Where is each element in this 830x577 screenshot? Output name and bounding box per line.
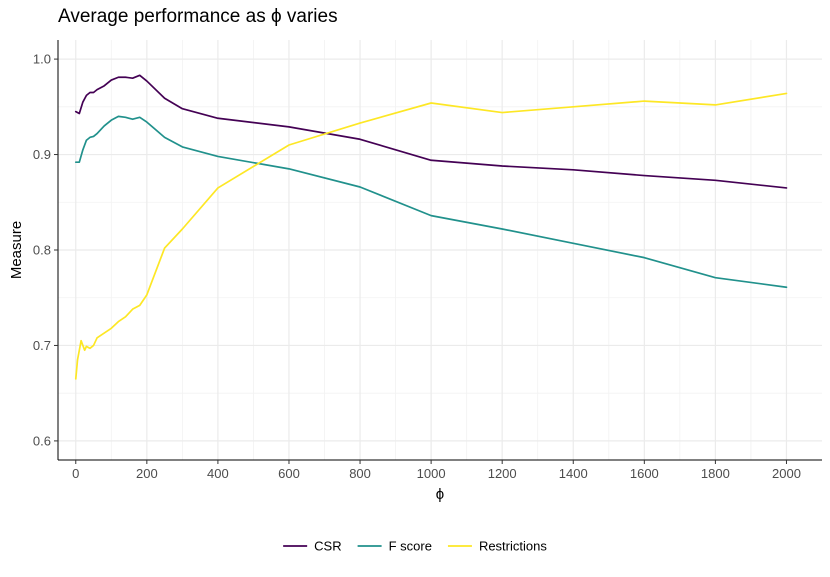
x-tick-label: 1600 — [630, 466, 659, 481]
x-axis-title: ϕ — [436, 486, 444, 503]
x-tick-label: 1400 — [559, 466, 588, 481]
x-tick-label: 200 — [136, 466, 158, 481]
series-line-restrictions — [74, 92, 788, 380]
x-tick-label: 0 — [72, 466, 79, 481]
series-line-csr — [74, 74, 788, 189]
x-tick-label: 600 — [278, 466, 300, 481]
y-axis-title: Measure — [8, 221, 25, 279]
y-tick-label: 0.7 — [33, 338, 51, 353]
x-tick-label: 400 — [207, 466, 229, 481]
series-lines — [74, 74, 788, 380]
series-line-f-score — [74, 115, 788, 289]
y-axis-ticks: 0.6 0.7 0.8 0.9 1.0 — [33, 52, 58, 448]
x-axis-ticks: 0 200 400 600 800 1000 1200 1400 1600 1800 2000 — [72, 460, 801, 481]
x-tick-label: 1200 — [488, 466, 517, 481]
legend-label-f-score: F score — [389, 539, 432, 554]
chart-title: Average performance as ϕ varies — [58, 6, 338, 27]
y-tick-label: 0.8 — [33, 243, 51, 258]
y-tick-label: 0.6 — [33, 433, 51, 448]
x-tick-label: 2000 — [772, 466, 801, 481]
y-tick-label: 0.9 — [33, 147, 51, 162]
y-tick-label: 1.0 — [33, 52, 51, 67]
x-tick-label: 1800 — [701, 466, 730, 481]
x-tick-label: 1000 — [417, 466, 446, 481]
x-tick-label: 800 — [349, 466, 371, 481]
legend-label-csr: CSR — [314, 539, 341, 554]
legend-label-restrictions: Restrictions — [479, 539, 547, 554]
legend: CSR F score Restrictions — [283, 539, 547, 554]
major-gridlines — [58, 40, 822, 460]
